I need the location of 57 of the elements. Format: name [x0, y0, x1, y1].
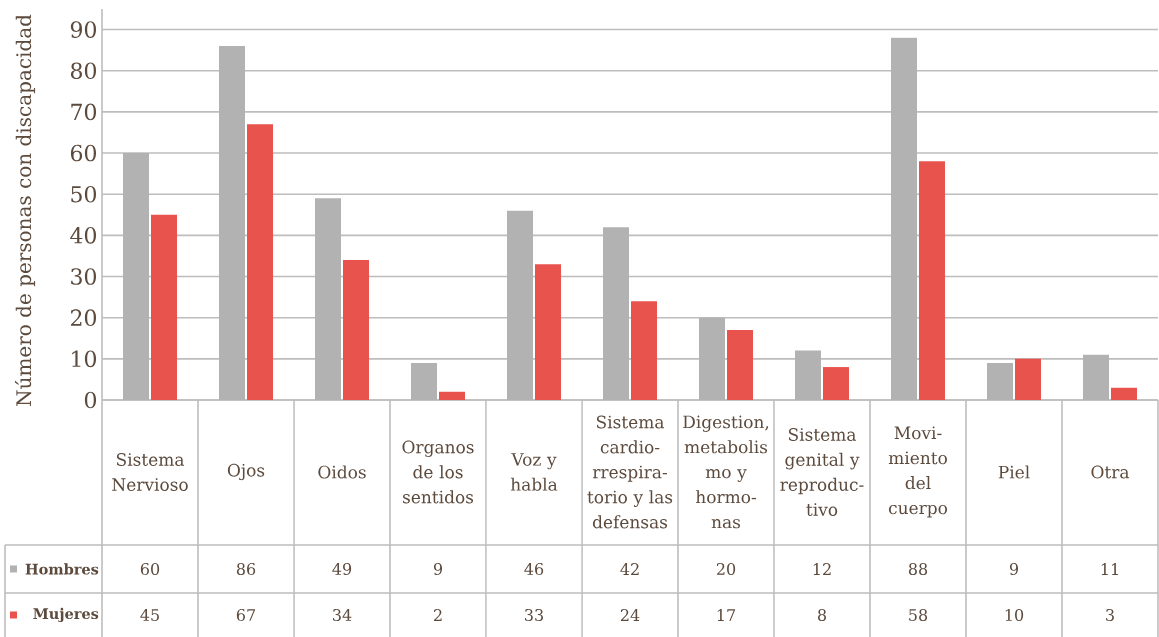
x-tick-label: Piel: [998, 465, 1030, 479]
y-tick-label: 0: [84, 391, 97, 409]
x-tick-label: Movi-miento del cuerpo: [888, 426, 948, 518]
x-tick-label: Organos de los sentidos: [402, 440, 474, 504]
bar: [535, 264, 561, 400]
data-label: 10: [1005, 608, 1024, 622]
data-label: 33: [525, 608, 543, 622]
bar: [919, 161, 945, 400]
x-tick-label: Otra: [1091, 465, 1130, 479]
data-label: 60: [140, 562, 160, 576]
y-tick-label: 30: [71, 268, 97, 285]
data-label: 9: [433, 562, 443, 576]
data-label: 2: [434, 609, 442, 621]
bar: [823, 367, 849, 400]
y-axis-title: Número de personas con discapacidad: [14, 14, 36, 407]
data-label: 24: [620, 609, 640, 621]
data-label: 45: [140, 608, 159, 622]
data-label: 88: [908, 562, 928, 576]
bar: [343, 260, 369, 400]
y-tick-label: 80: [70, 62, 97, 80]
data-label: 20: [716, 562, 736, 576]
data-label: 11: [1101, 563, 1118, 575]
bar: [151, 214, 178, 400]
y-tick-label: 60: [70, 144, 97, 162]
data-label: 17: [717, 609, 736, 621]
y-tick-label: 20: [70, 309, 97, 326]
data-label: 46: [524, 562, 544, 576]
data-label: 34: [333, 608, 352, 622]
x-tick-label: Voz y habla: [510, 453, 558, 491]
data-label: 49: [332, 562, 352, 576]
data-label: 86: [236, 562, 256, 576]
bar: [631, 301, 657, 400]
x-tick-label: Ojos: [227, 463, 265, 481]
y-tick-label: 50: [71, 185, 97, 203]
x-tick-label: Sistema cardio-rrespira-torio y las defensas: [587, 415, 673, 529]
x-tick-label: Oidos: [318, 465, 366, 479]
data-label: 8: [817, 608, 827, 622]
data-label: 3: [1106, 608, 1114, 622]
data-label: 12: [813, 563, 831, 575]
x-tick-label: Digestion, metabolis mo y hormo-nas: [683, 415, 769, 529]
legend-label: Hombres: [25, 563, 99, 575]
bar: [439, 391, 466, 400]
bar: [727, 330, 753, 400]
y-tick-label: 40: [70, 227, 97, 244]
legend-label: Mujeres: [33, 607, 99, 623]
bar: [1014, 358, 1041, 400]
x-tick-label: Sistema Nervioso: [112, 453, 188, 491]
y-tick-label: 10: [72, 350, 97, 368]
y-tick-label: 90: [70, 21, 97, 38]
bar: [247, 124, 274, 400]
data-label: 67: [236, 608, 256, 622]
y-tick-label: 70: [71, 103, 97, 121]
x-tick-label: Sistema genital y reproduc-tivo: [780, 428, 864, 516]
data-label: 58: [909, 608, 928, 622]
data-label: 42: [620, 563, 639, 575]
bar: [1110, 387, 1137, 400]
data-label: 9: [1009, 562, 1019, 576]
